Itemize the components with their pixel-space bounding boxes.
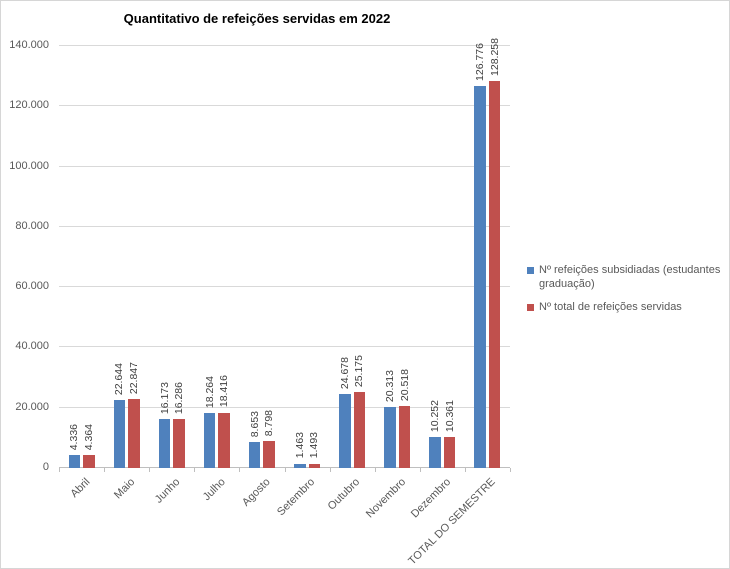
- bar: [474, 85, 486, 468]
- bar-label: 10.361: [443, 399, 456, 432]
- bar-label: 126.776: [474, 42, 487, 81]
- bar: [83, 454, 95, 468]
- bar: [339, 393, 351, 468]
- x-tick-label: Maio: [111, 476, 138, 502]
- bar-label: 16.173: [158, 382, 171, 415]
- bar-label: 20.313: [384, 369, 396, 402]
- x-tick-label: Junho: [152, 476, 183, 506]
- x-axis-line: [59, 467, 510, 468]
- y-tick-label: 80.000: [15, 219, 49, 232]
- bar-label: 24.678: [338, 356, 351, 389]
- x-tick-label: Novembro: [363, 476, 408, 521]
- bar-label: 16.286: [173, 381, 185, 414]
- x-axis-tick: [59, 468, 60, 472]
- bar: [128, 399, 140, 468]
- legend-item: Nº total de refeições servidas: [527, 301, 725, 315]
- gridline: [59, 165, 510, 167]
- bar-label: 22.847: [127, 362, 140, 395]
- chart-title: Quantitativo de refeições servidas em 20…: [123, 11, 391, 26]
- x-tick-label: TOTAL DO SEMESTRE: [406, 476, 498, 568]
- legend-label: Nº total de refeições servidas: [539, 300, 682, 313]
- y-tick-label: 60.000: [15, 280, 49, 293]
- gridline: [59, 225, 510, 227]
- y-tick-label: 100.000: [9, 159, 49, 172]
- x-tick-label: Agosto: [239, 476, 273, 509]
- legend-marker: [527, 303, 534, 311]
- gridline: [59, 286, 510, 288]
- bar: [308, 463, 321, 468]
- x-axis-tick: [329, 468, 331, 472]
- bar: [443, 436, 456, 468]
- x-tick-label: Julho: [200, 476, 228, 504]
- x-axis-tick: [239, 468, 241, 472]
- bar-label: 4.336: [68, 423, 81, 450]
- bar-label: 18.264: [203, 375, 216, 408]
- bar-label: 8.798: [263, 410, 276, 437]
- x-tick-label: Setembro: [275, 476, 318, 519]
- legend-marker: [527, 267, 534, 274]
- x-axis-tick: [194, 468, 196, 472]
- legend: Nº refeições subsidiadas (estudantes gra…: [527, 264, 725, 314]
- bar: [488, 81, 501, 468]
- bar-label: 10.252: [429, 399, 442, 433]
- bar-label: 25.175: [353, 355, 366, 388]
- x-tick-label: Abril: [67, 476, 93, 501]
- gridline: [59, 346, 510, 348]
- bar: [263, 441, 275, 468]
- bar: [68, 454, 81, 468]
- bar: [158, 419, 171, 468]
- y-tick-label: 40.000: [15, 340, 49, 353]
- x-tick-label: Outubro: [326, 476, 363, 513]
- bar-label: 1.463: [293, 432, 306, 459]
- bar: [294, 463, 306, 468]
- gridline: [59, 105, 510, 107]
- gridline: [59, 45, 510, 46]
- bar-label: 18.416: [218, 375, 231, 408]
- legend-label: Nº refeições subsidiadas (estudantes gra…: [539, 264, 721, 290]
- bar: [384, 406, 396, 468]
- x-axis-tick: [419, 468, 421, 472]
- bar: [429, 437, 441, 468]
- bar: [173, 418, 185, 468]
- bar: [353, 392, 366, 468]
- bar: [203, 412, 216, 468]
- legend-item: Nº refeições subsidiadas (estudantes gra…: [527, 264, 725, 292]
- x-axis-tick: [464, 468, 466, 472]
- plot-area: 4.336 4.364 22.644 22.847 16.173 16.286 18.264…: [59, 38, 511, 472]
- y-tick-label: 20.000: [15, 400, 49, 413]
- bar: [218, 412, 230, 468]
- bar-label: 4.364: [82, 423, 95, 450]
- y-tick-label: 0: [42, 461, 49, 473]
- gridline: [59, 406, 510, 408]
- bar-label: 8.653: [248, 410, 261, 437]
- bar-label: 1.493: [308, 432, 321, 459]
- y-tick-label: 120.000: [9, 99, 49, 112]
- bar: [113, 399, 126, 468]
- bar-label: 128.258: [488, 38, 501, 77]
- x-axis-tick: [510, 468, 511, 472]
- x-axis-tick: [374, 468, 376, 472]
- x-tick-label: Dezembro: [408, 476, 453, 521]
- x-axis-tick: [104, 468, 106, 472]
- x-axis-tick: [149, 468, 151, 472]
- y-axis-labels: 0 20.000 40.000 60.000 80.000 100.000 120.000 1…: [1, 39, 49, 473]
- x-axis-tick: [284, 468, 286, 472]
- y-tick-label: 140.000: [9, 39, 49, 51]
- bar: [398, 406, 411, 468]
- bar-label: 20.518: [398, 369, 411, 402]
- bar-label: 22.644: [113, 362, 126, 395]
- bar: [248, 441, 261, 468]
